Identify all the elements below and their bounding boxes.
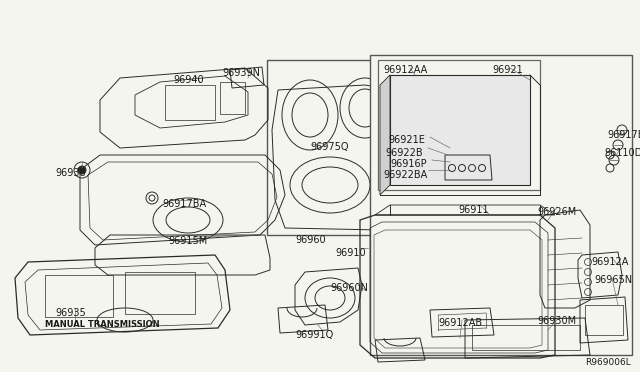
Text: 96911: 96911 (458, 205, 488, 215)
Text: 96921E: 96921E (388, 135, 425, 145)
Text: 96921: 96921 (492, 65, 523, 75)
Circle shape (78, 166, 86, 174)
Bar (220, 82, 245, 114)
Text: 96930M: 96930M (537, 316, 576, 326)
Text: 96922B: 96922B (385, 148, 422, 158)
Text: 96917B: 96917B (607, 130, 640, 140)
Text: 96917BA: 96917BA (162, 199, 206, 209)
Bar (125, 272, 195, 314)
Text: 96960: 96960 (295, 235, 326, 245)
Text: 96912AB: 96912AB (438, 318, 482, 328)
Text: R969006L: R969006L (585, 358, 631, 367)
Text: 96939N: 96939N (222, 68, 260, 78)
Bar (45, 275, 113, 317)
Text: 96938: 96938 (55, 168, 86, 178)
Polygon shape (380, 75, 390, 195)
Text: 96965N: 96965N (594, 275, 632, 285)
Bar (165, 85, 215, 120)
Text: 96910: 96910 (335, 248, 365, 258)
Bar (585, 305, 623, 335)
Text: 96926M: 96926M (537, 207, 576, 217)
Text: 96935: 96935 (55, 308, 86, 318)
Text: 96960N: 96960N (330, 283, 368, 293)
Bar (378, 60, 540, 190)
Text: 96915M: 96915M (168, 236, 207, 246)
Text: 96110D: 96110D (604, 148, 640, 158)
Text: 96940: 96940 (173, 75, 204, 85)
Text: MANUAL TRANSMISSION: MANUAL TRANSMISSION (45, 320, 159, 329)
Text: 96975Q: 96975Q (310, 142, 349, 152)
Text: 96922BA: 96922BA (383, 170, 428, 180)
Bar (370, 55, 632, 355)
Text: 96916P: 96916P (390, 159, 427, 169)
Bar (472, 325, 580, 350)
Text: 96991Q: 96991Q (295, 330, 333, 340)
Bar (267, 60, 435, 235)
Text: 96912AA: 96912AA (383, 65, 428, 75)
Text: 96912A: 96912A (591, 257, 628, 267)
Polygon shape (390, 75, 530, 185)
